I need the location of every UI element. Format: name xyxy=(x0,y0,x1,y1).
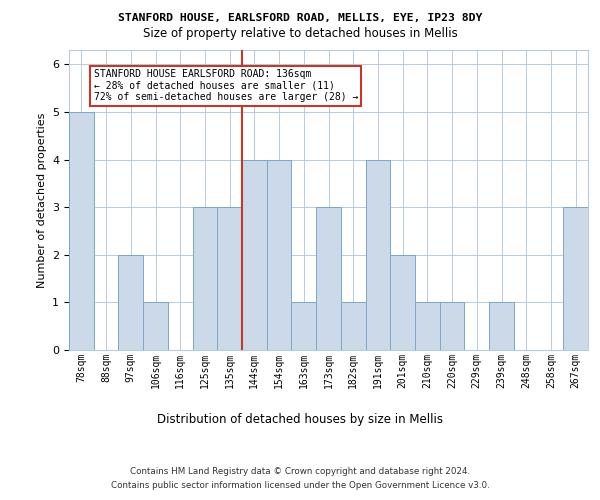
Bar xyxy=(193,207,217,350)
Bar xyxy=(341,302,365,350)
Bar xyxy=(316,207,341,350)
Bar xyxy=(217,207,242,350)
Text: Size of property relative to detached houses in Mellis: Size of property relative to detached ho… xyxy=(143,28,457,40)
Bar xyxy=(563,207,588,350)
Text: Contains public sector information licensed under the Open Government Licence v3: Contains public sector information licen… xyxy=(110,481,490,490)
Bar xyxy=(118,255,143,350)
Bar xyxy=(365,160,390,350)
Bar xyxy=(143,302,168,350)
Text: STANFORD HOUSE EARLSFORD ROAD: 136sqm
← 28% of detached houses are smaller (11)
: STANFORD HOUSE EARLSFORD ROAD: 136sqm ← … xyxy=(94,69,358,102)
Text: Distribution of detached houses by size in Mellis: Distribution of detached houses by size … xyxy=(157,412,443,426)
Bar xyxy=(242,160,267,350)
Bar xyxy=(489,302,514,350)
Text: Contains HM Land Registry data © Crown copyright and database right 2024.: Contains HM Land Registry data © Crown c… xyxy=(130,468,470,476)
Bar xyxy=(292,302,316,350)
Bar xyxy=(440,302,464,350)
Bar xyxy=(69,112,94,350)
Bar xyxy=(390,255,415,350)
Text: STANFORD HOUSE, EARLSFORD ROAD, MELLIS, EYE, IP23 8DY: STANFORD HOUSE, EARLSFORD ROAD, MELLIS, … xyxy=(118,12,482,22)
Y-axis label: Number of detached properties: Number of detached properties xyxy=(37,112,47,288)
Bar xyxy=(267,160,292,350)
Bar xyxy=(415,302,440,350)
